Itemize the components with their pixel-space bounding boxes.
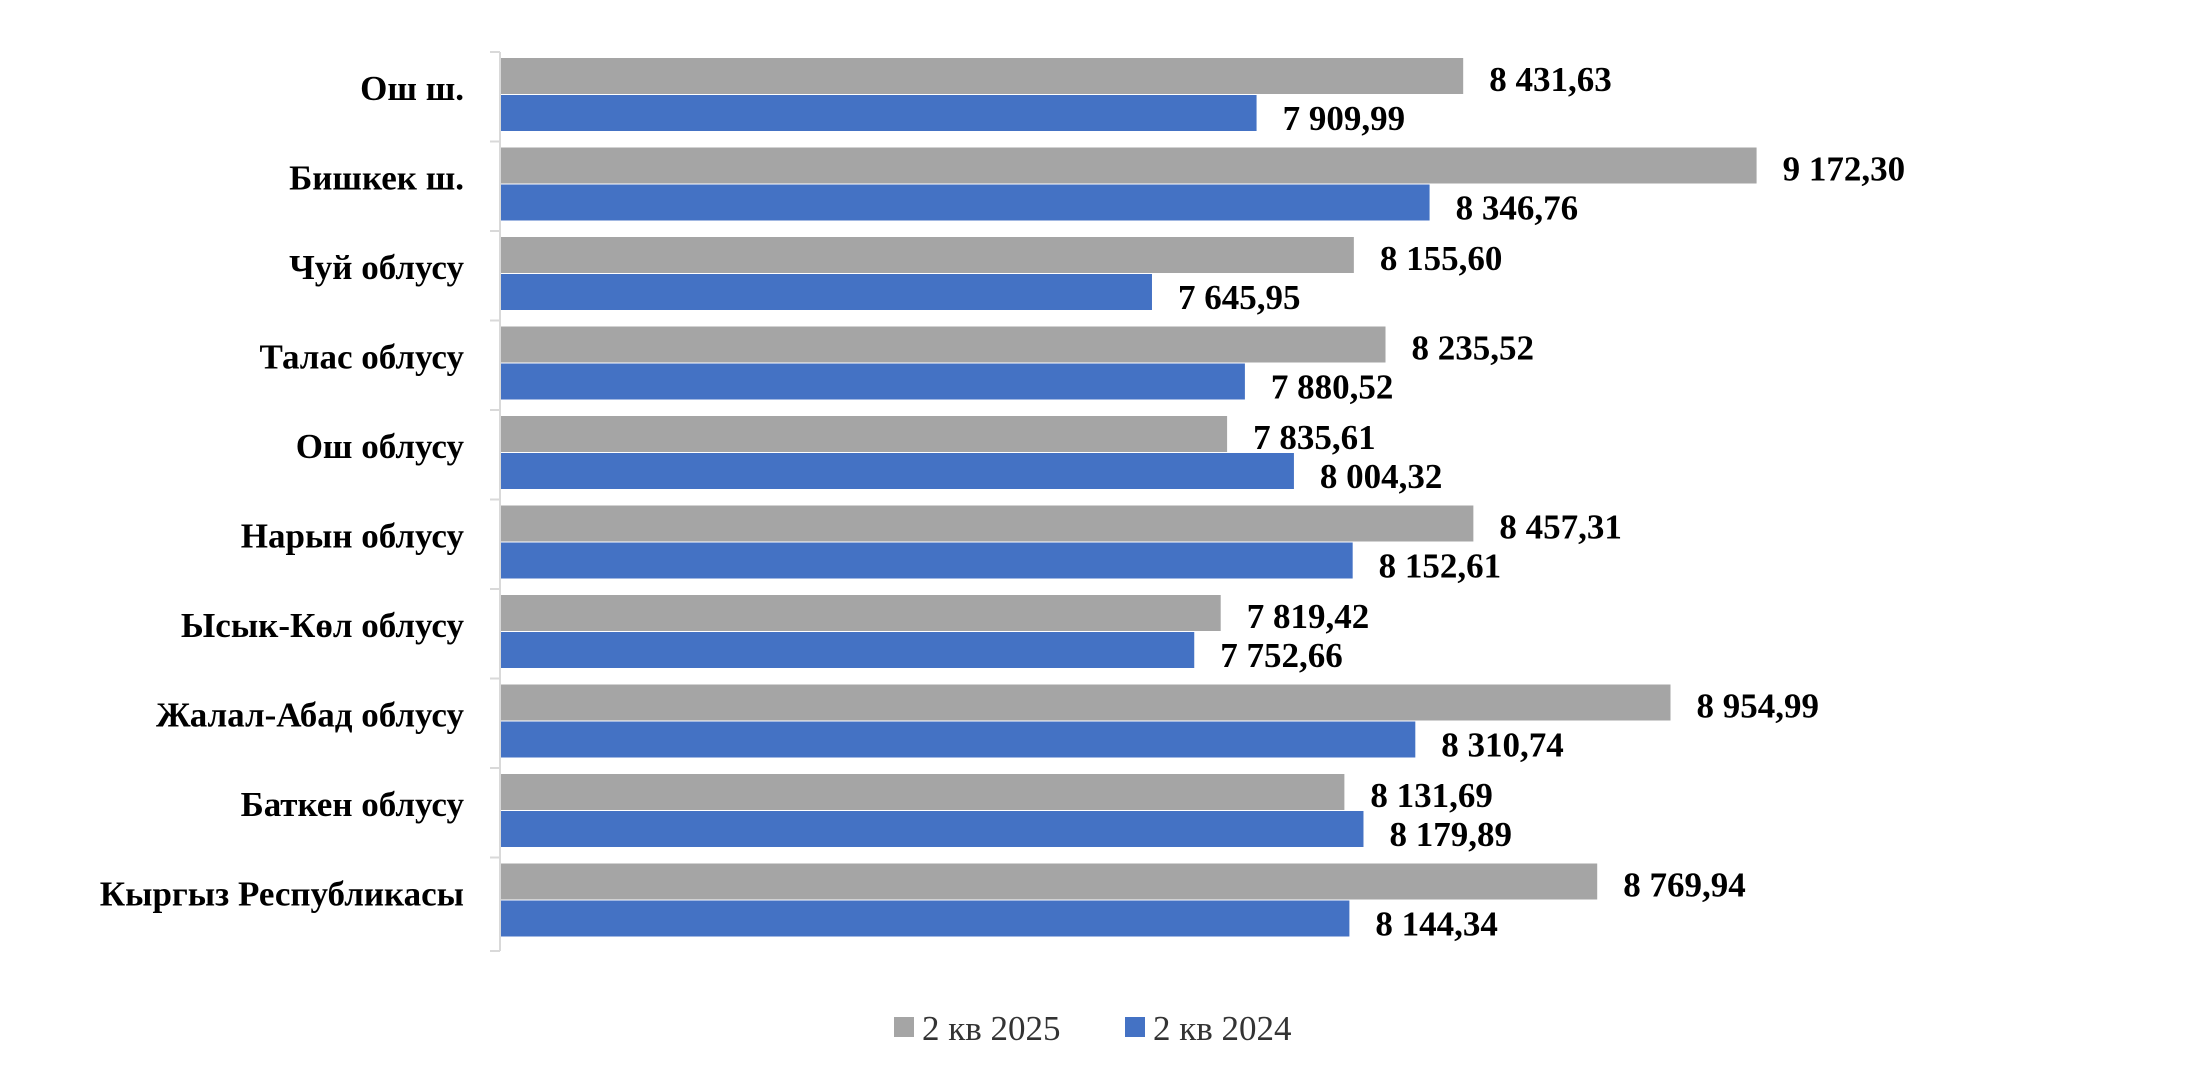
bar-2025 (500, 147, 1757, 184)
category-label: Кыргыз Республикасы (100, 875, 464, 914)
bar-2024 (500, 95, 1257, 131)
legend-label-2024: 2 кв 2024 (1153, 1009, 1292, 1048)
value-label-2025: 7 819,42 (1247, 597, 1370, 636)
bar-2025 (500, 237, 1354, 273)
category-label: Чуй облусу (289, 248, 464, 287)
category-labels: Ош ш. Бишкек ш. Чуй облусу Талас облусу Ош о… (100, 69, 465, 914)
bar-2024 (500, 811, 1364, 847)
category-label: Ош облусу (296, 427, 465, 466)
category-label: Бишкек ш. (289, 159, 464, 198)
value-label-2025: 9 172,30 (1783, 150, 1906, 189)
category-label: Талас облусу (260, 338, 465, 377)
value-label-2024: 7 909,99 (1283, 99, 1406, 138)
bar-2024 (500, 274, 1152, 310)
bar-2024 (500, 632, 1195, 668)
bar-2024 (500, 900, 1350, 937)
value-label-2024: 8 179,89 (1389, 815, 1512, 854)
value-label-2025: 8 155,60 (1380, 239, 1503, 278)
bar-2025 (500, 505, 1474, 542)
value-label-2024: 7 645,95 (1178, 278, 1301, 317)
legend: 2 кв 2025 2 кв 2024 (894, 1009, 1292, 1048)
value-label-2024: 8 152,61 (1379, 547, 1502, 586)
bar-2025 (500, 58, 1464, 94)
value-label-2024: 8 310,74 (1441, 726, 1564, 765)
value-label-2025: 7 835,61 (1253, 418, 1376, 457)
bars-layer (500, 58, 1757, 937)
value-label-2025: 8 235,52 (1412, 329, 1535, 368)
bar-2025 (500, 595, 1221, 631)
category-label: Жалал-Абад облусу (156, 696, 464, 735)
bar-2025 (500, 684, 1671, 721)
bar-2025 (500, 326, 1386, 363)
bar-2025 (500, 863, 1598, 900)
category-axis (490, 51, 501, 952)
bar-2024 (500, 721, 1416, 758)
value-label-2025: 8 131,69 (1370, 776, 1493, 815)
legend-swatch-2025 (894, 1017, 914, 1037)
category-label: Баткен облусу (241, 785, 465, 824)
value-label-2025: 8 769,94 (1623, 866, 1746, 905)
legend-swatch-2024 (1125, 1017, 1145, 1037)
legend-label-2025: 2 кв 2025 (922, 1009, 1061, 1048)
value-label-2024: 8 144,34 (1375, 905, 1498, 944)
value-labels: 8 431,63 7 909,99 9 172,30 8 346,76 8 155,60… (1178, 60, 1905, 944)
category-label: Ош ш. (360, 69, 464, 108)
value-label-2024: 7 752,66 (1220, 636, 1343, 675)
bar-2025 (500, 774, 1345, 810)
value-label-2025: 8 954,99 (1697, 687, 1820, 726)
value-label-2025: 8 431,63 (1489, 60, 1612, 99)
bar-2025 (500, 416, 1228, 452)
value-label-2024: 7 880,52 (1271, 368, 1394, 407)
value-label-2024: 8 004,32 (1320, 457, 1443, 496)
category-label: Нарын облусу (241, 517, 465, 556)
value-label-2025: 8 457,31 (1499, 508, 1622, 547)
bar-2024 (500, 542, 1353, 579)
category-label: Ысык-Көл облусу (181, 606, 465, 645)
bar-2024 (500, 453, 1294, 489)
bar-2024 (500, 184, 1430, 221)
value-label-2024: 8 346,76 (1456, 189, 1579, 228)
bar-2024 (500, 363, 1245, 400)
